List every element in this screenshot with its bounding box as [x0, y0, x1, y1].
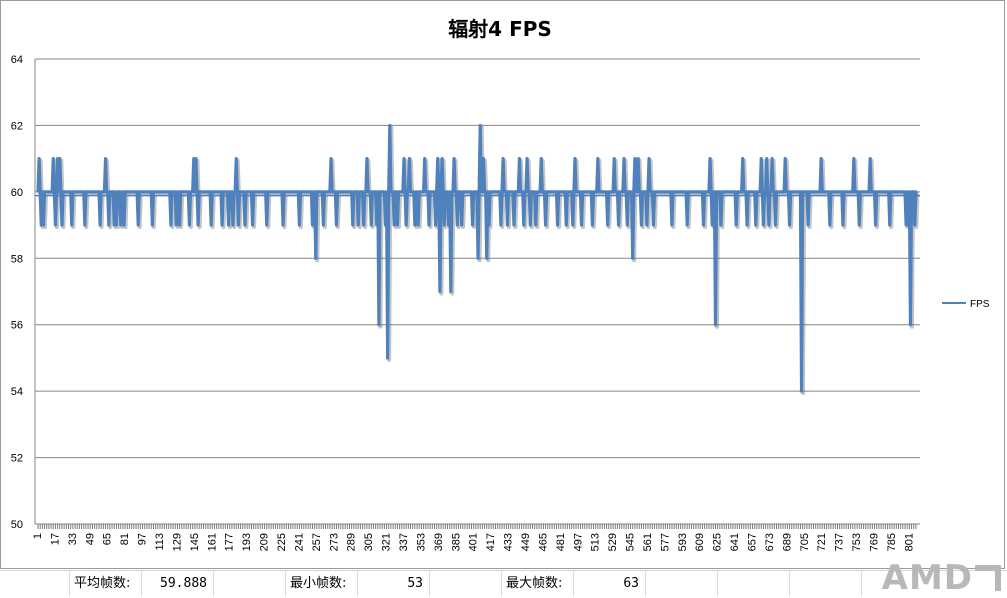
y-tick-label: 54: [11, 386, 23, 398]
x-tick-label: 49: [84, 533, 96, 545]
legend-label-fps: FPS: [970, 299, 990, 310]
x-tick-label: 721: [816, 533, 828, 551]
x-tick-label: 1: [32, 533, 44, 539]
y-axis-tick-labels: 50 52 54 56 58 60 62 64: [11, 54, 23, 531]
max-label: 最大帧数:: [502, 571, 574, 597]
x-tick-label: 753: [851, 533, 863, 551]
x-tick-label: 433: [503, 533, 515, 551]
y-tick-label: 64: [11, 54, 23, 66]
chart-frame: [0, 0, 1005, 569]
x-tick-label: 449: [520, 533, 532, 551]
x-tick-label: 241: [293, 533, 305, 551]
x-tick-label: 193: [241, 533, 253, 551]
x-tick-label: 769: [869, 533, 881, 551]
y-tick-label: 52: [11, 453, 23, 465]
x-tick-label: 529: [607, 533, 619, 551]
x-tick-label: 145: [189, 533, 201, 551]
x-tick-label: 225: [276, 533, 288, 551]
x-tick-label: 609: [694, 533, 706, 551]
x-tick-label: 97: [137, 533, 149, 545]
chart-title: 辐射4 FPS: [448, 17, 552, 41]
summary-cell-blank: [0, 571, 70, 597]
x-tick-label: 513: [590, 533, 602, 551]
avg-value: 59.888: [142, 571, 214, 597]
x-tick-label: 257: [311, 533, 323, 551]
x-tick-label: 785: [886, 533, 898, 551]
legend: FPS: [942, 299, 990, 310]
min-label: 最小帧数:: [286, 571, 358, 597]
x-tick-label: 337: [398, 533, 410, 551]
avg-label: 平均帧数:: [70, 571, 142, 597]
x-tick-label: 113: [154, 533, 166, 551]
y-tick-label: 58: [11, 253, 23, 265]
amd-logo: AMD: [882, 558, 1001, 598]
x-tick-label: 305: [363, 533, 375, 551]
x-tick-label: 737: [834, 533, 846, 551]
summary-cell-blank: [646, 571, 718, 597]
x-tick-label: 369: [433, 533, 445, 551]
summary-cell-blank: [430, 571, 502, 597]
max-value: 63: [574, 571, 646, 597]
x-tick-label: 289: [346, 533, 358, 551]
x-tick-label: 577: [659, 533, 671, 551]
x-tick-label: 801: [903, 533, 915, 551]
x-tick-label: 65: [102, 533, 114, 545]
x-tick-label: 401: [468, 533, 480, 551]
min-value: 53: [358, 571, 430, 597]
summary-cell-blank: [790, 571, 862, 597]
summary-cell-blank: [214, 571, 286, 597]
x-tick-label: 625: [712, 533, 724, 551]
fps-line-chart: 辐射4 FPS 50 52 54 56 58 60 62 64 1 17 33 49 65 81 97 11…: [0, 0, 1005, 569]
amd-logo-text: AMD: [881, 558, 973, 598]
y-tick-label: 60: [11, 187, 23, 199]
x-tick-label: 417: [485, 533, 497, 551]
summary-row: 平均帧数: 59.888 最小帧数: 53 最大帧数: 63: [0, 570, 1007, 598]
x-tick-label: 705: [799, 533, 811, 551]
x-tick-label: 465: [537, 533, 549, 551]
summary-cell-blank: [718, 571, 790, 597]
x-tick-label: 593: [677, 533, 689, 551]
x-tick-label: 353: [415, 533, 427, 551]
x-tick-label: 33: [67, 533, 79, 545]
series-fps: [35, 123, 920, 396]
x-tick-label: 17: [49, 533, 61, 545]
series-line-fps: [36, 123, 918, 393]
y-tick-label: 56: [11, 320, 23, 332]
x-tick-label: 81: [119, 533, 131, 545]
x-tick-label: 321: [381, 533, 393, 551]
y-tick-label: 62: [11, 120, 23, 132]
amd-arrow-icon: [975, 565, 1001, 591]
x-tick-label: 481: [555, 533, 567, 551]
y-tick-label: 50: [11, 519, 23, 531]
x-tick-label: 177: [224, 533, 236, 551]
x-tick-label: 129: [171, 533, 183, 551]
x-tick-label: 641: [729, 533, 741, 551]
x-tick-label: 273: [328, 533, 340, 551]
x-tick-label: 497: [572, 533, 584, 551]
x-tick-label: 673: [764, 533, 776, 551]
x-axis-tick-labels: 1 17 33 49 65 81 97 113 129 145 161 177 193 209 225 241…: [32, 533, 915, 551]
x-tick-label: 657: [747, 533, 759, 551]
x-tick-label: 689: [781, 533, 793, 551]
x-tick-label: 561: [642, 533, 654, 551]
x-tick-label: 209: [259, 533, 271, 551]
x-tick-label: 161: [206, 533, 218, 551]
x-tick-label: 545: [625, 533, 637, 551]
x-tick-label: 385: [450, 533, 462, 551]
